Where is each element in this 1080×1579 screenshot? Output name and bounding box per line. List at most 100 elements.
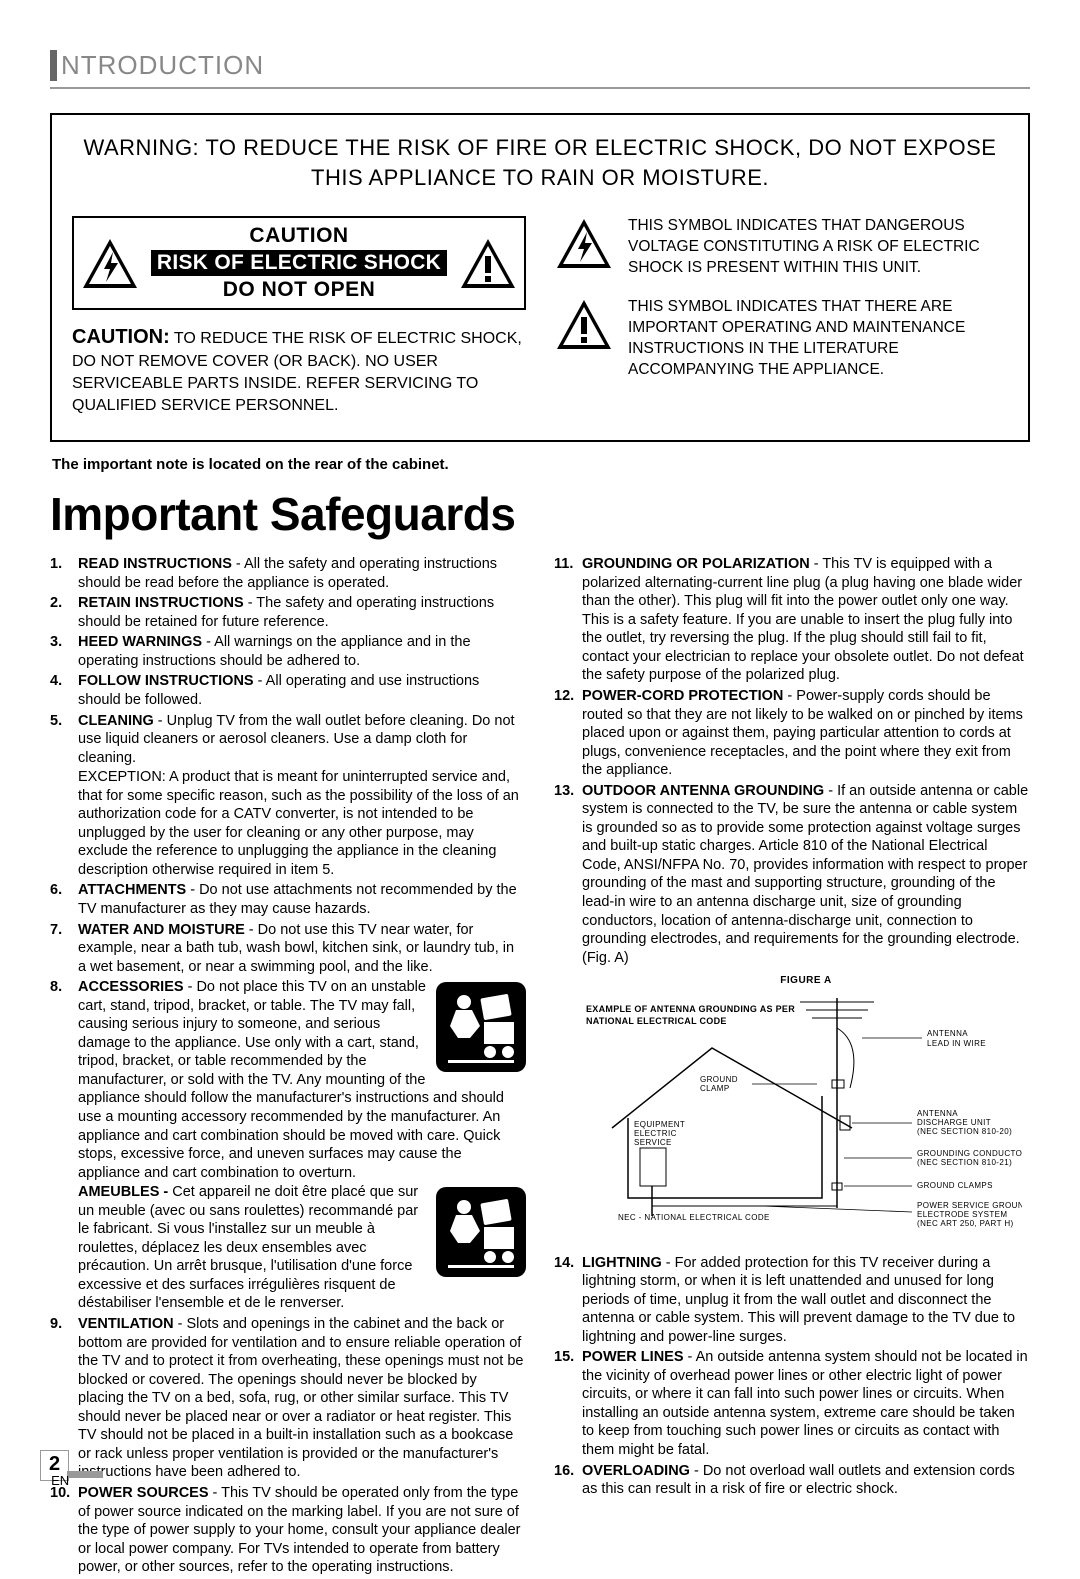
item-number: 15. bbox=[554, 1348, 574, 1367]
item-title: POWER-CORD PROTECTION bbox=[582, 688, 783, 704]
bolt-triangle-icon bbox=[80, 236, 140, 291]
item-title: HEED WARNINGS bbox=[78, 634, 202, 650]
item-title: OVERLOADING bbox=[582, 1463, 690, 1479]
svg-text:(NEC ART 250, PART H): (NEC ART 250, PART H) bbox=[917, 1219, 1014, 1228]
item-title: POWER SOURCES bbox=[78, 1485, 209, 1501]
section-accent-bar bbox=[50, 50, 57, 81]
svg-text:ELECTRIC: ELECTRIC bbox=[634, 1129, 677, 1138]
svg-text:LEAD IN WIRE: LEAD IN WIRE bbox=[927, 1039, 986, 1048]
list-item: 5.CLEANING - Unplug TV from the wall out… bbox=[50, 712, 526, 880]
item-number: 6. bbox=[50, 881, 62, 900]
item-title: WATER AND MOISTURE bbox=[78, 922, 245, 938]
item-number: 3. bbox=[50, 633, 62, 652]
rear-note: The important note is located on the rea… bbox=[52, 456, 1030, 473]
caution-line3: DO NOT OPEN bbox=[144, 278, 454, 302]
exclamation-triangle-icon bbox=[458, 236, 518, 291]
svg-text:ELECTRODE SYSTEM: ELECTRODE SYSTEM bbox=[917, 1210, 1007, 1219]
item-title: READ INSTRUCTIONS bbox=[78, 556, 232, 572]
item-text: - If an outside antenna or cable system … bbox=[582, 783, 1028, 966]
svg-text:GROUNDING CONDUCTORS: GROUNDING CONDUCTORS bbox=[917, 1149, 1022, 1158]
caution-line2: RISK OF ELECTRIC SHOCK bbox=[151, 250, 447, 276]
list-item: 16.OVERLOADING - Do not overload wall ou… bbox=[554, 1462, 1030, 1499]
list-item: 7.WATER AND MOISTURE - Do not use this T… bbox=[50, 921, 526, 977]
caution-label-box: CAUTION RISK OF ELECTRIC SHOCK DO NOT OP… bbox=[72, 216, 526, 310]
item-number: 5. bbox=[50, 712, 62, 731]
item-title: LIGHTNING bbox=[582, 1255, 662, 1271]
list-right: 11. GROUNDING OR POLARIZATION - This TV i… bbox=[554, 555, 1030, 1498]
item-text: - An outside antenna system should not b… bbox=[582, 1349, 1028, 1458]
item-extra: EXCEPTION: A product that is meant for u… bbox=[78, 768, 526, 879]
svg-text:NATIONAL ELECTRICAL CODE: NATIONAL ELECTRICAL CODE bbox=[586, 1016, 727, 1026]
figure-a: FIGURE A EXAMPLE OF ANTENNA GROUNDING AS… bbox=[582, 975, 1030, 1243]
item-text: - Slots and openings in the cabinet and … bbox=[78, 1316, 523, 1480]
item-title: FOLLOW INSTRUCTIONS bbox=[78, 673, 254, 689]
warning-top-text: WARNING: TO REDUCE THE RISK OF FIRE OR E… bbox=[72, 133, 1008, 192]
symbol-exclamation-row: THIS SYMBOL INDICATES THAT THERE ARE IMP… bbox=[554, 297, 1008, 381]
svg-text:ANTENNA: ANTENNA bbox=[917, 1109, 958, 1118]
item-text: - This TV is equipped with a polarized a… bbox=[582, 556, 1024, 683]
list-item: 10.POWER SOURCES - This TV should be ope… bbox=[50, 1484, 526, 1577]
section-header: NTRODUCTION bbox=[50, 50, 1030, 89]
item-number: 13. bbox=[554, 782, 574, 801]
item-number: 4. bbox=[50, 672, 62, 691]
svg-text:DISCHARGE UNIT: DISCHARGE UNIT bbox=[917, 1118, 991, 1127]
list-item: 15. POWER LINES - An outside antenna syst… bbox=[554, 1348, 1030, 1459]
svg-text:POWER SERVICE GROUNDING: POWER SERVICE GROUNDING bbox=[917, 1201, 1022, 1210]
list-item: 8.ACCESSORIES - Do not place this TV on … bbox=[50, 978, 526, 1313]
list-item: 13.OUTDOOR ANTENNA GROUNDING - If an out… bbox=[554, 782, 1030, 1244]
figure-a-title: FIGURE A bbox=[582, 975, 1030, 988]
item-number: 14. bbox=[554, 1254, 574, 1273]
section-title: NTRODUCTION bbox=[61, 50, 264, 81]
item-number: 7. bbox=[50, 921, 62, 940]
item-title: VENTILATION bbox=[78, 1316, 174, 1332]
item-title: ATTACHMENTS bbox=[78, 882, 186, 898]
list-item: 11. GROUNDING OR POLARIZATION - This TV i… bbox=[554, 555, 1030, 685]
svg-text:(NEC SECTION 810-21): (NEC SECTION 810-21) bbox=[917, 1158, 1012, 1167]
item-title: RETAIN INSTRUCTIONS bbox=[78, 595, 244, 611]
svg-text:EXAMPLE OF ANTENNA GROUNDING A: EXAMPLE OF ANTENNA GROUNDING AS PER bbox=[586, 1004, 795, 1014]
item-number: 12. bbox=[554, 687, 574, 706]
item-number: 16. bbox=[554, 1462, 574, 1481]
safeguards-columns: 1.READ INSTRUCTIONS - All the safety and… bbox=[50, 555, 1030, 1579]
page-number-bar bbox=[67, 1471, 103, 1478]
list-item: 6.ATTACHMENTS - Do not use attachments n… bbox=[50, 881, 526, 918]
svg-text:EQUIPMENT: EQUIPMENT bbox=[634, 1120, 685, 1129]
page-number-value: 2 bbox=[49, 1453, 60, 1475]
list-item: 9.VENTILATION - Slots and openings in th… bbox=[50, 1315, 526, 1482]
item-number: 1. bbox=[50, 555, 62, 574]
main-heading: Important Safeguards bbox=[50, 487, 1030, 541]
list-item: 1.READ INSTRUCTIONS - All the safety and… bbox=[50, 555, 526, 592]
item-title: GROUNDING OR POLARIZATION bbox=[582, 556, 810, 572]
list-left: 1.READ INSTRUCTIONS - All the safety and… bbox=[50, 555, 526, 1577]
caution-paragraph: CAUTION: TO REDUCE THE RISK OF ELECTRIC … bbox=[72, 324, 526, 416]
exclamation-triangle-icon bbox=[554, 297, 614, 352]
item-title: CLEANING bbox=[78, 713, 154, 729]
svg-text:(NEC SECTION 810-20): (NEC SECTION 810-20) bbox=[917, 1127, 1012, 1136]
page-lang: EN bbox=[51, 1473, 69, 1488]
item-title: POWER LINES bbox=[582, 1349, 684, 1365]
list-item: 12.POWER-CORD PROTECTION - Power-supply … bbox=[554, 687, 1030, 780]
symbol-excl-desc: THIS SYMBOL INDICATES THAT THERE ARE IMP… bbox=[628, 297, 1008, 381]
symbol-bolt-row: THIS SYMBOL INDICATES THAT DANGEROUS VOL… bbox=[554, 216, 1008, 279]
list-item: 2.RETAIN INSTRUCTIONS - The safety and o… bbox=[50, 594, 526, 631]
item-number: 11. bbox=[554, 555, 573, 574]
caution-line1: CAUTION bbox=[144, 224, 454, 248]
warning-box: WARNING: TO REDUCE THE RISK OF FIRE OR E… bbox=[50, 113, 1030, 442]
svg-text:GROUND CLAMPS: GROUND CLAMPS bbox=[917, 1181, 993, 1190]
item-number: 2. bbox=[50, 594, 62, 613]
caution-bold-lead: CAUTION: bbox=[72, 326, 170, 348]
list-item: 14.LIGHTNING - For added protection for … bbox=[554, 1254, 1030, 1347]
symbol-bolt-desc: THIS SYMBOL INDICATES THAT DANGEROUS VOL… bbox=[628, 216, 1008, 279]
list-item: 3.HEED WARNINGS - All warnings on the ap… bbox=[50, 633, 526, 670]
svg-text:SERVICE: SERVICE bbox=[634, 1138, 672, 1147]
bolt-triangle-icon bbox=[554, 216, 614, 271]
list-item: 4.FOLLOW INSTRUCTIONS - All operating an… bbox=[50, 672, 526, 709]
item-extra: AMEUBLES - Cet appareil ne doit être pla… bbox=[78, 1183, 526, 1313]
svg-text:CLAMP: CLAMP bbox=[700, 1084, 730, 1093]
cart-warning-icon bbox=[436, 1187, 526, 1277]
page-number: 2 EN bbox=[40, 1443, 69, 1488]
svg-text:ANTENNA: ANTENNA bbox=[927, 1029, 968, 1038]
svg-text:NEC - NATIONAL ELECTRICAL CODE: NEC - NATIONAL ELECTRICAL CODE bbox=[618, 1213, 770, 1222]
svg-text:GROUND: GROUND bbox=[700, 1075, 738, 1084]
cart-warning-icon bbox=[436, 982, 526, 1072]
